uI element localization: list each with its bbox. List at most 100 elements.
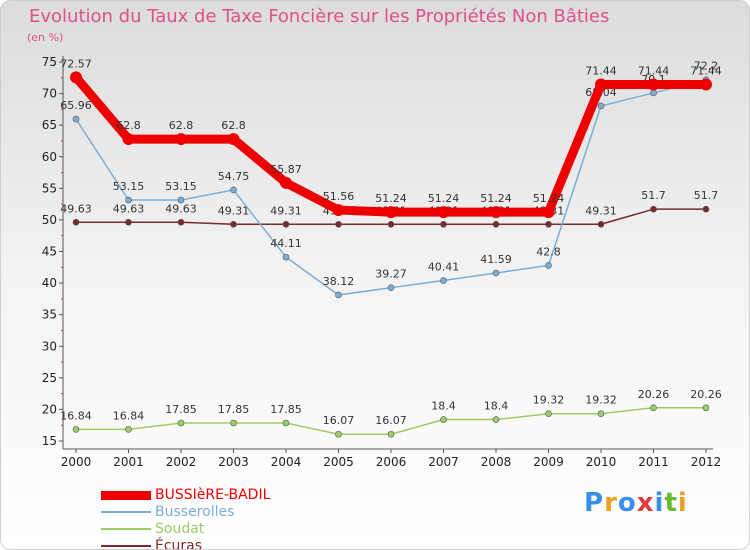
data-label-bussi-re-badil: 71.44 — [690, 64, 722, 77]
data-label--curas: 49.63 — [113, 202, 145, 215]
data-point--curas — [72, 218, 80, 226]
data-label-bussi-re-badil: 62.8 — [221, 119, 246, 132]
x-tick-label: 2012 — [691, 455, 722, 469]
data-label--curas: 51.7 — [694, 189, 719, 202]
data-label--curas: 49.31 — [218, 204, 250, 217]
y-tick-label: 50 — [42, 213, 57, 227]
data-point-soudat — [702, 404, 710, 412]
data-label-soudat: 18.4 — [431, 400, 456, 413]
chart-title: Evolution du Taux de Taxe Foncière sur l… — [29, 6, 610, 27]
data-label-busserolles: 54.75 — [218, 170, 250, 183]
x-tick-label: 2004 — [271, 455, 302, 469]
y-tick-label: 20 — [42, 402, 57, 416]
data-label-bussi-re-badil: 51.56 — [323, 190, 355, 203]
data-point-busserolles — [282, 253, 290, 261]
data-label-bussi-re-badil: 51.24 — [428, 192, 460, 205]
data-point-soudat — [177, 419, 185, 427]
data-label-bussi-re-badil: 71.44 — [585, 64, 617, 77]
legend-label: Soudat — [155, 521, 205, 537]
legend-swatch — [101, 528, 151, 530]
x-tick-label: 2009 — [533, 455, 564, 469]
data-label-busserolles: 65.96 — [60, 99, 92, 112]
data-point--curas — [597, 220, 605, 228]
data-point-bussi-re-badil — [595, 78, 607, 91]
legend-label: Busserolles — [155, 504, 235, 520]
y-tick-label: 25 — [42, 371, 57, 385]
data-point-busserolles — [597, 102, 605, 110]
data-point--curas — [230, 220, 237, 228]
data-point-bussi-re-badil — [175, 133, 187, 146]
data-point-bussi-re-badil — [647, 78, 660, 91]
data-point-busserolles — [177, 196, 185, 204]
legend-label: BUSSIèRE-BADIL — [155, 487, 271, 503]
x-tick-label: 2011 — [638, 455, 669, 469]
data-label-soudat: 19.32 — [533, 394, 565, 407]
data-point--curas — [492, 220, 500, 228]
data-label-bussi-re-badil: 51.24 — [480, 192, 512, 205]
x-tick-label: 2007 — [428, 455, 459, 469]
data-point-soudat — [282, 419, 290, 427]
data-point-busserolles — [72, 115, 80, 123]
data-label-bussi-re-badil: 72.57 — [60, 57, 92, 70]
data-label--curas: 49.31 — [270, 204, 302, 217]
data-label--curas: 49.63 — [165, 202, 197, 215]
data-label--curas: 49.31 — [585, 204, 617, 217]
data-label-bussi-re-badil: 62.8 — [116, 119, 141, 132]
data-point--curas — [282, 220, 290, 228]
x-tick-label: 2006 — [376, 455, 407, 469]
legend-swatch — [101, 545, 151, 547]
data-label-bussi-re-badil: 71.44 — [638, 64, 670, 77]
data-point-soudat — [545, 410, 552, 418]
data-label-soudat: 17.85 — [270, 403, 302, 416]
y-tick-label: 75 — [42, 55, 57, 69]
data-point--curas — [387, 220, 395, 228]
data-point-soudat — [335, 430, 342, 438]
y-tick-label: 55 — [42, 181, 57, 195]
data-label-busserolles: 39.27 — [375, 268, 407, 281]
data-label-soudat: 16.84 — [113, 409, 145, 422]
data-point--curas — [650, 205, 657, 213]
data-point--curas — [702, 205, 710, 213]
data-point-soudat — [72, 426, 80, 433]
data-point-bussi-re-badil — [490, 206, 502, 219]
data-label-busserolles: 44.11 — [270, 237, 302, 250]
data-label-busserolles: 41.59 — [480, 253, 512, 266]
legend-label: Écuras — [155, 538, 203, 550]
x-tick-label: 2008 — [481, 455, 512, 469]
data-label-soudat: 20.26 — [690, 388, 722, 401]
data-point-busserolles — [440, 277, 447, 284]
data-point-soudat — [230, 419, 237, 427]
data-point-soudat — [597, 410, 605, 418]
data-point-soudat — [125, 426, 132, 433]
data-point-busserolles — [650, 89, 657, 97]
proxiti-logo: Proxiti — [584, 488, 688, 518]
data-point-bussi-re-badil — [437, 206, 450, 219]
unit-label: (en %) — [27, 31, 64, 44]
data-label-soudat: 16.07 — [323, 414, 355, 427]
data-point-bussi-re-badil — [122, 133, 135, 146]
legend-swatch — [101, 511, 151, 513]
data-point--curas — [125, 218, 132, 226]
data-point--curas — [440, 220, 447, 228]
data-label-soudat: 17.85 — [165, 403, 197, 416]
data-point-soudat — [650, 404, 657, 412]
data-point-soudat — [492, 416, 500, 423]
data-point-busserolles — [125, 196, 132, 204]
data-label-busserolles: 42.8 — [536, 245, 561, 258]
data-point--curas — [335, 220, 342, 228]
y-tick-label: 35 — [42, 308, 57, 322]
data-point-busserolles — [230, 186, 237, 194]
data-label-soudat: 18.4 — [484, 400, 509, 413]
data-label-soudat: 20.26 — [638, 388, 670, 401]
x-tick-label: 2000 — [61, 455, 92, 469]
data-point-bussi-re-badil — [542, 206, 555, 219]
data-label-bussi-re-badil: 62.8 — [169, 119, 194, 132]
x-tick-label: 2010 — [586, 455, 617, 469]
data-point-bussi-re-badil — [227, 133, 240, 146]
y-tick-label: 45 — [42, 245, 57, 259]
data-label-soudat: 16.84 — [60, 409, 92, 422]
data-label-busserolles: 53.15 — [165, 180, 197, 193]
x-tick-label: 2002 — [166, 455, 197, 469]
